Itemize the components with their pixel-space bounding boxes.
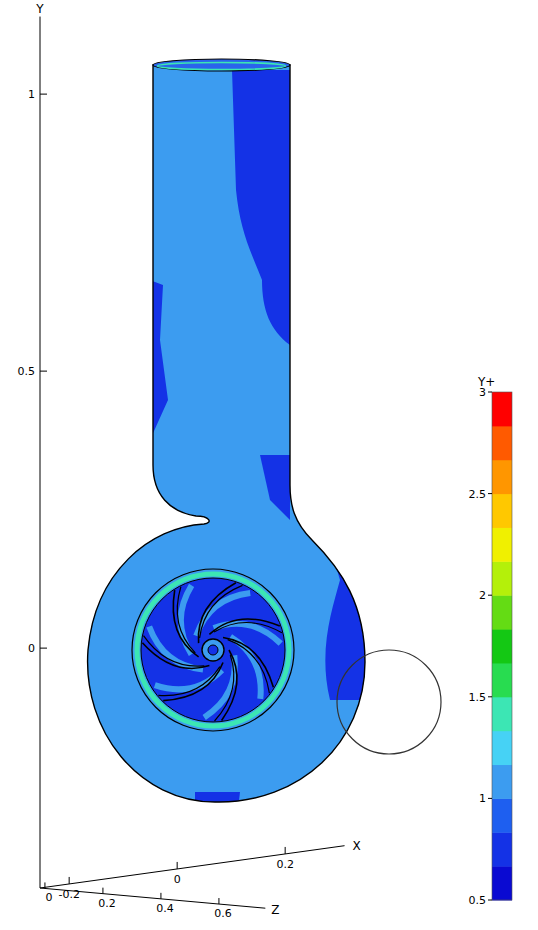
blade (215, 655, 234, 721)
z-tick (102, 888, 103, 894)
figure: Y00.51X-0.200.2Z00.20.40.60.511.522.53Y+ (0, 0, 538, 930)
blade (200, 585, 243, 638)
y-tick-label: 0.5 (18, 365, 36, 378)
z-tick (218, 898, 219, 904)
hub (202, 639, 224, 661)
z-axis (40, 888, 265, 908)
colorbar-tick (488, 900, 492, 901)
y-tick (40, 648, 47, 649)
colorbar-band (492, 426, 512, 460)
z-tick (160, 893, 161, 899)
colorbar-band (492, 798, 512, 832)
y-axis (40, 17, 41, 888)
blade-zone (181, 585, 192, 654)
colorbar-tick (488, 798, 492, 799)
blade-zone (204, 655, 235, 717)
y-tick-label: 0 (28, 642, 35, 655)
z-tick-label: 0.4 (156, 902, 174, 915)
z-axis-title: Z (271, 903, 279, 917)
x-tick-label: 0 (174, 873, 181, 886)
blade (214, 622, 282, 632)
y-tick (40, 94, 47, 95)
colorbar-band (492, 866, 512, 900)
y-tick-label: 1 (28, 88, 35, 101)
y-tick (40, 371, 47, 372)
x-axis-title: X (353, 839, 361, 853)
blade (228, 640, 270, 694)
hub-bore (208, 645, 218, 655)
outlet-rim (153, 59, 290, 71)
z-tick-label: 0.6 (214, 907, 232, 920)
x-tick (285, 847, 286, 854)
colorbar-band (492, 494, 512, 528)
x-tick (69, 877, 70, 884)
colorbar-band (492, 832, 512, 866)
colorbar-band (492, 697, 512, 731)
x-axis (40, 846, 345, 888)
y-axis-title: Y (35, 2, 44, 16)
colorbar-band (492, 595, 512, 629)
outlet-rim-band (158, 63, 286, 70)
colorbar-tick (488, 392, 492, 393)
colorbar-band (492, 731, 512, 765)
colorbar-band (492, 460, 512, 494)
colorbar-band (492, 527, 512, 561)
z-tick-label: 0 (45, 891, 52, 904)
x-tick (177, 862, 178, 869)
volute-zone (88, 65, 365, 802)
colorbar: 0.511.522.53Y+ (469, 375, 513, 907)
pump-surface (88, 59, 370, 810)
low-zone (260, 455, 290, 520)
inlet-outline (337, 650, 441, 754)
colorbar-band (492, 392, 512, 426)
colorbar-frame (492, 392, 512, 900)
z-tick (44, 882, 45, 888)
colorbar-band (492, 561, 512, 595)
colorbar-tick-label: 2.5 (469, 488, 487, 501)
shroud-ring (137, 574, 289, 726)
blade (158, 667, 220, 696)
colorbar-band (492, 765, 512, 799)
colorbar-band (492, 629, 512, 663)
volute-outline (88, 65, 365, 802)
x-tick-label: 0.2 (276, 858, 294, 871)
low-zone (290, 455, 370, 700)
colorbar-tick (488, 696, 492, 697)
colorbar-title: Y+ (477, 375, 495, 389)
colorbar-tick (488, 595, 492, 596)
colorbar-tick-label: 0.5 (469, 894, 487, 907)
blades (142, 583, 282, 721)
colorbar-tick (488, 493, 492, 494)
z-tick-label: 0.2 (98, 897, 116, 910)
blade (173, 590, 198, 657)
colorbar-tick-label: 1.5 (469, 691, 487, 704)
impeller-eye (141, 578, 285, 722)
low-zone (232, 70, 290, 345)
blade (144, 636, 205, 667)
impeller-shroud (132, 569, 294, 731)
colorbar-tick-label: 1 (479, 792, 486, 805)
colorbar-tick-label: 2 (479, 589, 486, 602)
blade (222, 650, 237, 721)
blade (177, 587, 195, 653)
colorbar-band (492, 663, 512, 697)
